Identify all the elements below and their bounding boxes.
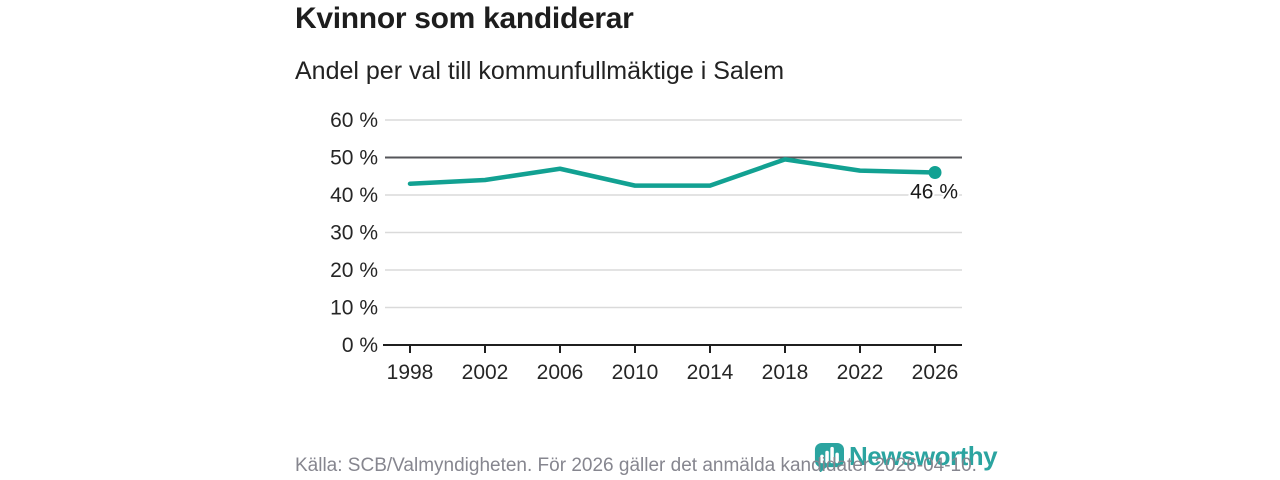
x-tick-label: 2002 (462, 361, 509, 384)
x-tick-label: 2022 (837, 361, 884, 384)
newsworthy-wordmark: Newsworthy (849, 441, 998, 471)
x-tick-label: 2026 (912, 361, 959, 384)
y-tick-label: 10 % (330, 297, 378, 320)
y-tick-label: 50 % (330, 147, 378, 170)
newsworthy-logo: Newsworthy (813, 441, 998, 472)
end-point-dot (928, 166, 942, 179)
y-tick-label: 20 % (330, 259, 378, 282)
data-line (407, 157, 938, 188)
x-tick-label: 1998 (387, 361, 434, 384)
x-tick-label: 2018 (762, 361, 809, 384)
y-tick-label: 30 % (330, 222, 378, 245)
y-tick-label: 0 % (342, 334, 378, 357)
x-tick-label: 2014 (687, 361, 734, 384)
end-point-label: 46 % (910, 181, 958, 204)
x-tick-label: 2010 (612, 361, 659, 384)
x-tick-label: 2006 (537, 361, 584, 384)
chart-title: Kvinnor som kandiderar (295, 2, 634, 35)
y-tick-label: 40 % (330, 184, 378, 207)
y-tick-label: 60 % (330, 109, 378, 132)
newsworthy-chart-bubble-icon (814, 442, 844, 472)
source-note: Källa: SCB/Valmyndigheten. För 2026 gäll… (295, 455, 977, 476)
chart-subtitle: Andel per val till kommunfullmäktige i S… (295, 57, 785, 85)
